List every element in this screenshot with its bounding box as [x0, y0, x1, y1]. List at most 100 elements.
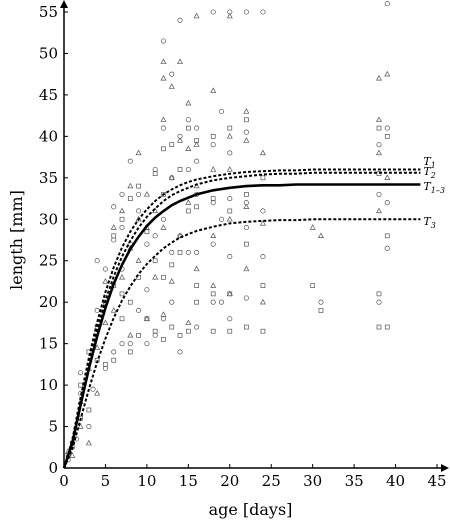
- y-tick-label: 45: [39, 86, 58, 104]
- data-point-square: [227, 125, 233, 131]
- data-point-square: [161, 274, 166, 280]
- data-point-triangle: [210, 166, 217, 172]
- data-point-circle: [384, 125, 390, 131]
- data-point-square: [185, 125, 191, 131]
- data-point-square: [244, 192, 249, 197]
- data-point-circle: [152, 166, 158, 173]
- data-point-triangle: [110, 307, 117, 313]
- data-point-circle: [119, 341, 125, 347]
- data-point-circle: [260, 254, 266, 260]
- data-point-square: [152, 171, 158, 177]
- data-point-triangle: [226, 166, 233, 172]
- data-point-circle: [194, 249, 200, 255]
- data-point-triangle: [119, 207, 126, 214]
- data-point-circle: [243, 9, 249, 15]
- data-point-circle: [102, 266, 108, 272]
- data-point-circle: [210, 241, 216, 247]
- data-point-triangle: [119, 273, 126, 280]
- data-point-square: [210, 134, 216, 139]
- data-point-circle: [218, 108, 225, 115]
- data-point-square: [103, 362, 108, 367]
- data-point-circle: [210, 200, 216, 206]
- axes: [60, 0, 449, 472]
- data-point-circle: [127, 341, 133, 347]
- data-point-triangle: [177, 58, 184, 64]
- data-point-triangle: [226, 215, 233, 222]
- data-point-circle: [111, 237, 117, 243]
- data-point-square: [119, 291, 125, 297]
- data-point-square: [111, 357, 117, 363]
- y-tick-label: 30: [39, 210, 58, 228]
- data-point-square: [376, 324, 382, 330]
- data-point-square: [310, 283, 316, 288]
- data-point-square: [194, 283, 199, 288]
- data-point-triangle: [94, 390, 101, 396]
- data-point-circle: [194, 324, 200, 330]
- data-point-triangle: [177, 232, 184, 239]
- data-point-circle: [127, 158, 133, 164]
- x-tick-label: 20: [220, 472, 239, 490]
- data-point-triangle: [185, 199, 192, 205]
- data-point-circle: [160, 216, 167, 222]
- curve-label-t1-3: T1–3: [423, 180, 445, 195]
- curve-t3: [63, 218, 421, 469]
- x-axis-title: age [days]: [209, 500, 293, 519]
- data-point-triangle: [384, 70, 391, 77]
- data-point-square: [260, 283, 266, 288]
- data-point-circle: [227, 150, 233, 156]
- curve-label-t3: T3: [423, 215, 435, 230]
- data-point-circle: [185, 166, 191, 173]
- data-point-square: [177, 332, 183, 338]
- data-point-triangle: [185, 145, 192, 151]
- data-point-circle: [218, 299, 225, 305]
- data-point-triangle: [193, 141, 200, 147]
- data-point-square: [260, 175, 266, 181]
- y-axis-title: length [mm]: [7, 190, 26, 290]
- data-point-square: [177, 167, 183, 172]
- data-point-square: [227, 291, 233, 297]
- data-point-triangle: [160, 74, 167, 81]
- data-point-square: [152, 258, 158, 264]
- data-point-square: [210, 196, 216, 201]
- data-point-square: [185, 328, 191, 334]
- data-point-circle: [144, 241, 150, 247]
- data-point-circle: [136, 208, 142, 214]
- data-point-triangle: [259, 149, 266, 156]
- data-point-triangle: [94, 344, 101, 350]
- data-point-circle: [243, 225, 249, 231]
- data-point-circle: [210, 142, 216, 148]
- data-point-circle: [111, 204, 117, 210]
- data-point-square: [318, 308, 324, 313]
- y-tick-label: 20: [39, 293, 58, 311]
- data-point-circle: [194, 158, 200, 164]
- data-point-circle: [94, 258, 100, 264]
- data-point-square: [111, 233, 117, 239]
- data-point-circle: [90, 386, 96, 392]
- data-point-square: [384, 134, 390, 139]
- data-point-triangle: [226, 133, 233, 139]
- data-point-square: [376, 291, 382, 297]
- data-point-triangle: [185, 99, 192, 106]
- data-points: [65, 1, 391, 463]
- y-tick-label: 50: [39, 44, 58, 62]
- data-point-triangle: [102, 319, 109, 326]
- data-point-circle: [384, 200, 390, 206]
- data-point-triangle: [375, 116, 382, 122]
- data-point-circle: [243, 129, 249, 135]
- data-point-triangle: [243, 137, 250, 143]
- data-point-circle: [318, 299, 324, 305]
- data-point-square: [161, 192, 166, 197]
- data-point-square: [86, 407, 92, 413]
- data-point-circle: [376, 191, 382, 197]
- data-point-triangle: [259, 298, 266, 305]
- data-point-square: [260, 328, 266, 334]
- data-point-square: [136, 332, 141, 338]
- data-point-square: [227, 208, 233, 214]
- data-point-triangle: [243, 265, 250, 272]
- data-point-triangle: [135, 149, 142, 156]
- data-point-square: [210, 328, 216, 334]
- y-tick-label: 15: [39, 335, 58, 353]
- y-tick-label: 25: [39, 252, 58, 270]
- y-tick-label: 10: [39, 376, 58, 394]
